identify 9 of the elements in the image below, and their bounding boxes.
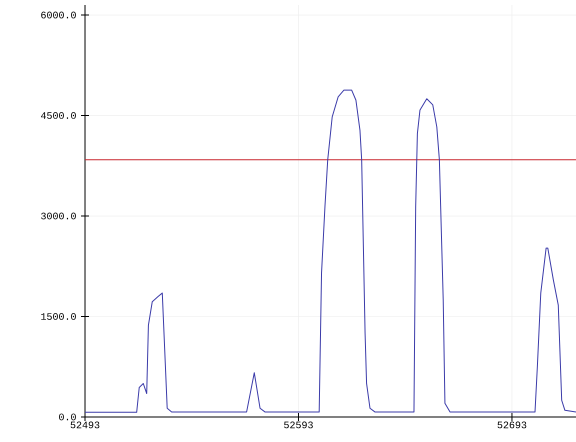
y-tick-label: 0.0 [59,414,76,420]
line-series [85,90,576,413]
y-tick-label: 6000.0 [41,12,76,18]
y-tick-label: 4500.0 [40,112,76,119]
x-tick-label: 52493 [70,422,100,428]
y-tick-label: 1500.0 [41,313,76,320]
x-tick-label: 52593 [284,422,313,428]
y-tick-label: 3000.0 [41,212,76,220]
x-tick-label: 52693 [498,422,526,428]
